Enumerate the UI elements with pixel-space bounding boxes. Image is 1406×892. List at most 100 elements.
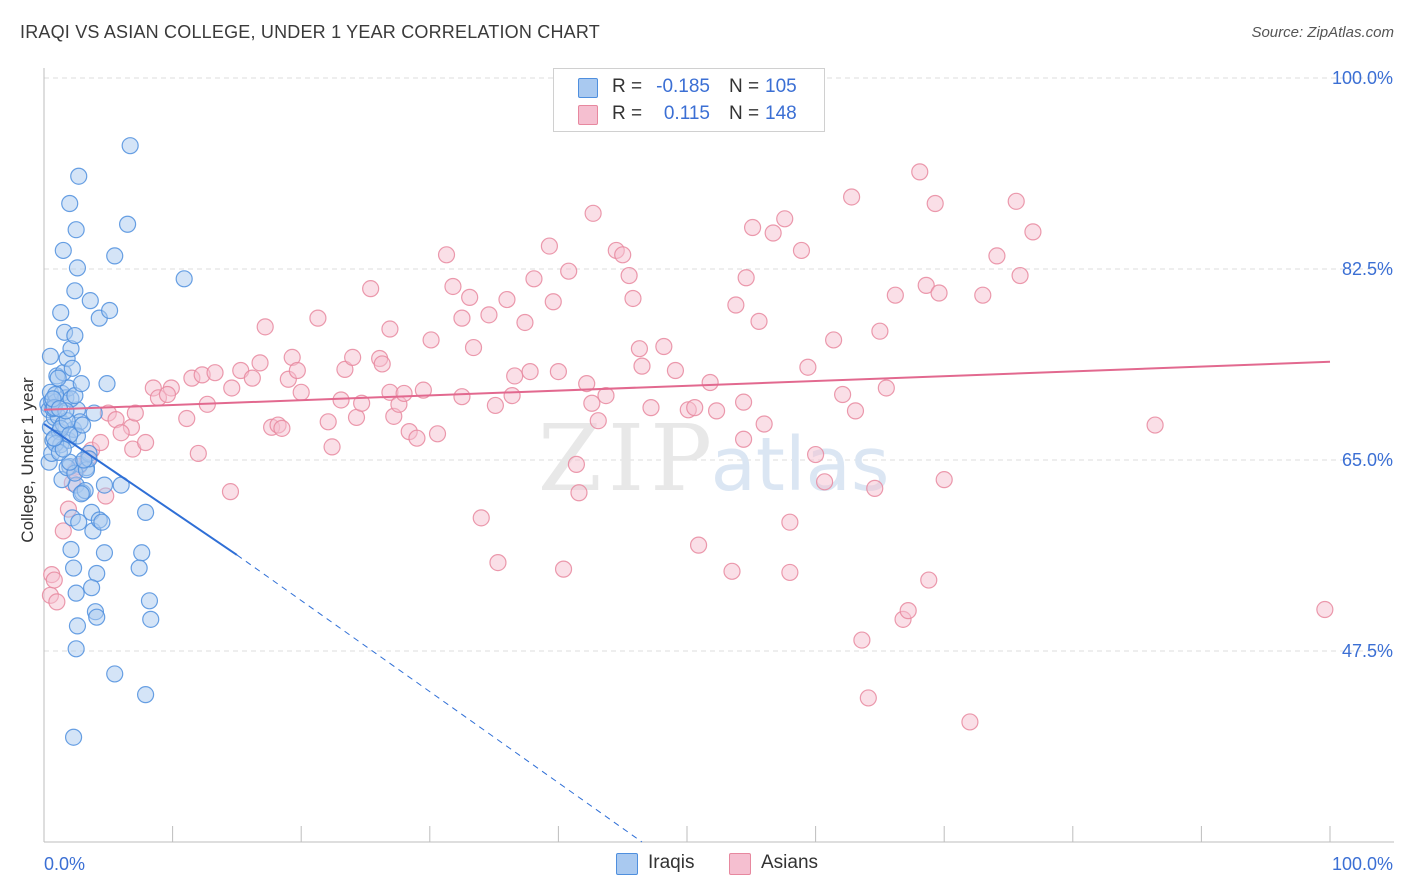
asians-point	[743, 218, 762, 237]
iraqis-point	[140, 592, 159, 610]
asians-point	[549, 362, 568, 381]
stats-row-asians: R = 0.115 N = 148	[554, 102, 824, 128]
iraqis-point	[67, 640, 85, 658]
asians-point	[45, 571, 63, 589]
asians-point	[437, 246, 456, 264]
asians-point	[816, 473, 834, 491]
asians-point	[503, 387, 521, 405]
iraqis-point	[41, 347, 60, 365]
iraqis-point	[66, 282, 84, 300]
asians-point	[323, 438, 341, 456]
asians-point	[472, 509, 490, 527]
iraqis-point	[66, 326, 84, 345]
asians-point	[243, 369, 261, 387]
iraqis-point	[68, 259, 87, 277]
asians-point	[206, 364, 224, 382]
asians-point	[917, 276, 935, 294]
asians-point	[926, 194, 944, 213]
y-tick-label: 82.5%	[1342, 259, 1393, 279]
iraqis-point	[95, 544, 114, 562]
y-tick-label: 65.0%	[1342, 450, 1393, 470]
asians-swatch	[578, 105, 598, 125]
iraqis-point	[52, 304, 70, 322]
asians-point	[633, 357, 651, 375]
asians-point	[554, 560, 573, 578]
asians-point	[737, 269, 755, 287]
iraqis-point	[82, 579, 101, 597]
y-tick-label: 100.0%	[1332, 68, 1393, 88]
iraqis-trend-line	[43, 423, 238, 556]
asians-point	[567, 455, 586, 473]
asians-point	[444, 277, 462, 296]
asians-point	[781, 563, 799, 582]
asians-point	[273, 419, 291, 437]
y-axis-label: College, Under 1 year	[18, 377, 37, 543]
asians-point	[1146, 416, 1164, 434]
asians-point	[583, 394, 601, 412]
asians-point	[91, 433, 110, 452]
asians-point	[930, 284, 948, 302]
iraqis-point	[70, 167, 88, 185]
iraqis-point	[98, 375, 116, 393]
asians-point	[961, 713, 979, 731]
iraqis-point	[106, 247, 124, 265]
asians-point	[764, 224, 782, 242]
asians-point	[1316, 600, 1334, 619]
asians-point	[48, 593, 66, 611]
asians-point	[464, 338, 483, 357]
asians-point	[570, 484, 588, 502]
asians-point	[899, 602, 917, 620]
r-label: R =	[612, 103, 643, 124]
asians-point	[578, 375, 596, 393]
legend-item-asians[interactable]: Asians	[729, 852, 829, 876]
asians-point	[373, 355, 391, 373]
asians-point	[846, 402, 865, 420]
y-tick-label: 47.5%	[1342, 641, 1393, 661]
asians-point	[911, 163, 929, 181]
asians-point	[734, 393, 753, 411]
iraqis-swatch	[578, 78, 598, 98]
asians-point	[701, 373, 719, 392]
asians-point	[54, 522, 72, 540]
iraqis-point	[70, 513, 88, 531]
asians-point	[974, 286, 992, 304]
asians-point	[734, 430, 753, 448]
asians-point	[597, 387, 615, 405]
data-points	[39, 137, 1334, 746]
asians-point	[319, 413, 337, 431]
asians-point	[353, 394, 371, 412]
asians-point	[332, 391, 350, 409]
asians-point	[584, 204, 602, 222]
iraqis-point	[67, 584, 85, 602]
iraqis-point	[88, 608, 106, 626]
asians-point	[834, 385, 852, 404]
asians-point	[158, 385, 177, 404]
asians-point	[624, 289, 642, 308]
asians-point	[755, 415, 773, 433]
x-tick-label-max: 100.0%	[1332, 854, 1393, 874]
asians-point	[853, 631, 871, 649]
asians-trend-line	[43, 360, 1331, 411]
asians-point	[589, 412, 607, 430]
asians-point	[544, 293, 562, 311]
n-value: 148	[765, 103, 797, 124]
asians-point	[540, 237, 558, 255]
asians-point	[251, 354, 269, 372]
iraqis-point	[118, 215, 137, 233]
asians-point	[806, 445, 825, 464]
iraqis-point	[133, 544, 151, 562]
asians-point	[453, 388, 471, 406]
asians-point	[336, 360, 354, 379]
asians-point	[486, 396, 504, 415]
asians-point	[189, 444, 207, 463]
asians-point	[1024, 223, 1042, 241]
legend-item-iraqis[interactable]: Iraqis	[616, 852, 716, 876]
asians-point	[428, 425, 447, 443]
iraqis-point	[64, 728, 83, 746]
iraqis-point	[175, 270, 193, 288]
n-label: N =	[729, 76, 760, 97]
asians-point	[886, 286, 904, 304]
n-value: 105	[765, 76, 797, 97]
asians-point	[256, 318, 274, 336]
